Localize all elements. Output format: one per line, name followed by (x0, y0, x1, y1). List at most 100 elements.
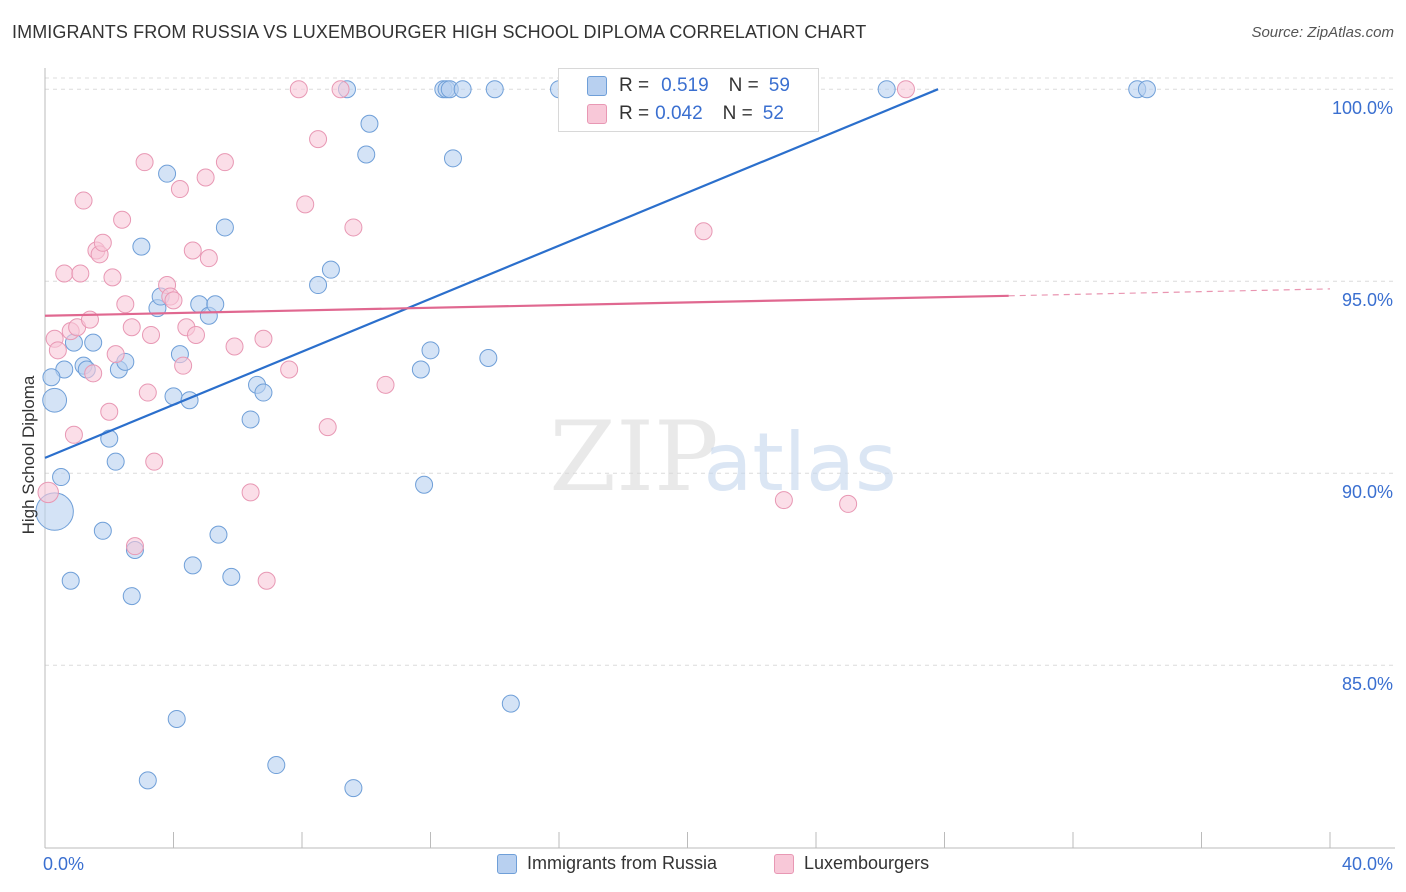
chart-title: IMMIGRANTS FROM RUSSIA VS LUXEMBOURGER H… (12, 22, 867, 42)
point-luxembourger (257, 571, 276, 590)
point-russia (209, 525, 228, 544)
point-russia (61, 571, 80, 590)
point-luxembourger (296, 195, 315, 214)
point-luxembourger (100, 402, 119, 421)
point-luxembourger (135, 153, 154, 172)
point-russia (421, 341, 440, 360)
point-russia (501, 694, 520, 713)
point-russia (158, 164, 177, 183)
y-tick-label: 100.0% (1332, 98, 1393, 118)
axes (44, 68, 1395, 849)
legend-item-russia[interactable]: Immigrants from Russia (497, 853, 717, 874)
point-luxembourger (71, 264, 90, 283)
stats-r-value: 0.519 (661, 75, 709, 96)
x-tick-label-right: 40.0% (1342, 854, 1393, 874)
point-russia (138, 771, 157, 790)
legend-swatch-pink (774, 853, 794, 874)
point-russia (206, 295, 225, 314)
point-luxembourger (145, 452, 164, 471)
gridlines (45, 77, 1395, 666)
y-tick-label: 85.0% (1342, 674, 1393, 694)
point-luxembourger (64, 425, 83, 444)
point-russia (167, 709, 186, 728)
legend-swatch-blue (497, 853, 517, 874)
point-luxembourger (318, 418, 337, 437)
point-luxembourger (106, 345, 125, 364)
point-luxembourger (183, 241, 202, 260)
stats-row-blue: R = 0.519 N = 59 (619, 72, 790, 100)
legend-item-luxembourgers[interactable]: Luxembourgers (774, 853, 929, 874)
point-russia (453, 80, 472, 99)
legend-label: Immigrants from Russia (527, 853, 718, 873)
stats-swatch-blue (587, 76, 607, 96)
point-luxembourger (839, 494, 858, 513)
stats-r-value: 0.042 (655, 103, 703, 124)
point-russia (415, 475, 434, 494)
point-russia (485, 80, 504, 99)
trend-line-dashed (1008, 288, 1331, 297)
point-luxembourger (55, 264, 74, 283)
point-russia (411, 360, 430, 379)
stats-n-value: 52 (762, 103, 784, 124)
point-russia (52, 468, 71, 487)
point-luxembourger (225, 337, 244, 356)
point-luxembourger (116, 295, 135, 314)
point-luxembourger (93, 233, 112, 252)
point-luxembourger (74, 191, 93, 210)
point-russia (360, 114, 379, 133)
point-luxembourger (186, 325, 205, 344)
stats-r-label: R = (619, 103, 650, 124)
point-luxembourger (896, 80, 915, 99)
point-luxembourger (84, 364, 103, 383)
stats-n-label: N = (722, 103, 753, 124)
point-russia (443, 149, 462, 168)
y-axis-label: High School Diploma (19, 375, 38, 534)
point-russia (42, 368, 61, 387)
point-russia (309, 276, 328, 295)
trend-line (44, 294, 1009, 317)
point-russia (1137, 80, 1156, 99)
y-tick-label: 90.0% (1342, 482, 1393, 502)
point-russia (267, 756, 286, 775)
point-luxembourger (309, 130, 328, 149)
point-luxembourger (142, 325, 161, 344)
point-luxembourger (196, 168, 215, 187)
point-russia (479, 349, 498, 367)
point-russia (122, 587, 141, 606)
point-luxembourger (103, 268, 122, 287)
point-russia (215, 218, 234, 237)
point-russia (344, 779, 363, 798)
point-russia (84, 333, 103, 352)
point-russia (222, 567, 241, 586)
stats-legend: R = 0.519 N = 59 R = 0.042 N = 52 (558, 68, 819, 132)
point-russia (877, 80, 896, 99)
point-luxembourger (164, 291, 183, 310)
point-luxembourger (376, 375, 395, 394)
point-russia (321, 260, 340, 279)
point-luxembourger (174, 356, 193, 375)
point-luxembourger (694, 222, 713, 241)
point-luxembourger (289, 80, 308, 99)
point-russia (254, 383, 273, 402)
trend-lines (44, 88, 1331, 459)
legend-label: Luxembourgers (804, 853, 930, 873)
bottom-legend: Immigrants from Russia Luxembourgers (0, 851, 1406, 881)
y-tick-label: 95.0% (1342, 290, 1393, 310)
stats-n-label: N = (728, 75, 759, 96)
point-russia (42, 387, 68, 413)
point-luxembourger (241, 483, 260, 502)
point-russia (132, 237, 151, 256)
point-luxembourger (37, 481, 59, 504)
stats-n-value: 59 (768, 75, 790, 96)
point-luxembourger (138, 383, 157, 402)
x-tick-label-left: 0.0% (43, 854, 84, 874)
point-russia (357, 145, 376, 164)
point-luxembourger (215, 153, 234, 172)
point-luxembourger (125, 537, 144, 556)
data-points (35, 80, 1156, 798)
watermark-zip: ZIP (549, 401, 718, 513)
watermark-atlas: atlas (703, 416, 896, 509)
point-luxembourger (48, 341, 67, 360)
point-luxembourger (331, 80, 350, 99)
